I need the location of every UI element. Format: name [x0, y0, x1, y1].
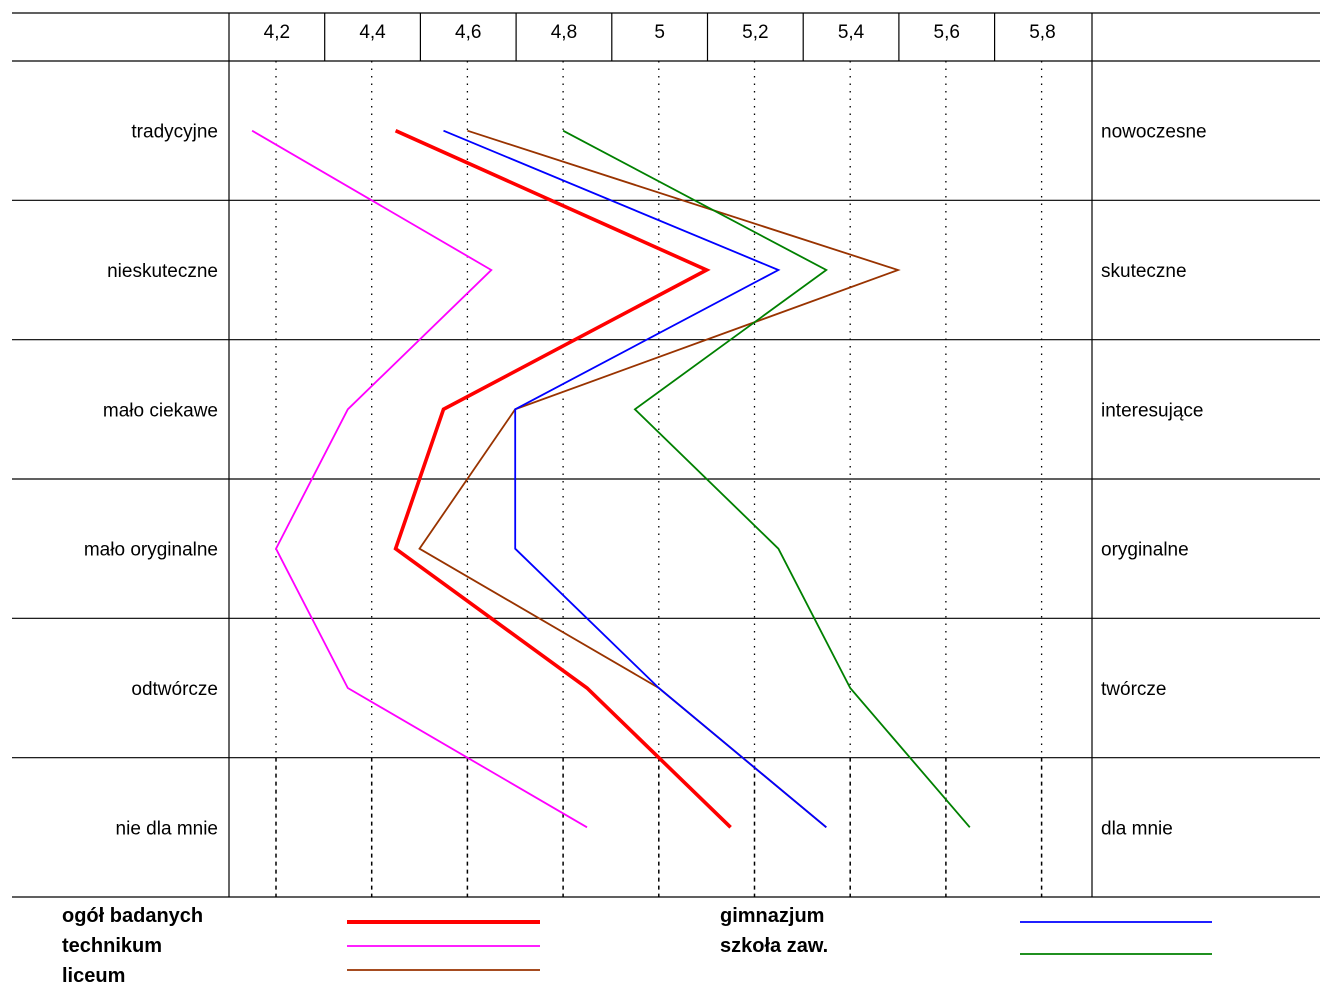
- row-label-left: mało oryginalne: [84, 540, 218, 561]
- legend-label: gimnazjum: [720, 905, 824, 927]
- x-tick-label: 4,4: [359, 22, 386, 43]
- legend-label: liceum: [62, 965, 125, 985]
- table-grid: [12, 12, 1320, 898]
- row-label-left: odtwórcze: [131, 679, 218, 700]
- row-label-left: nieskuteczne: [107, 261, 218, 282]
- legend-label: ogół badanych: [62, 905, 203, 927]
- row-label-right: interesujące: [1101, 400, 1203, 421]
- series-line-szko-a-zaw-: [562, 129, 971, 828]
- row-label-left: nie dla mnie: [116, 818, 218, 839]
- row-labels: tradycyjne nowoczesne nieskuteczne skuteczn…: [84, 122, 1207, 840]
- series-line-gimnazjum: [443, 129, 827, 828]
- row-label-right: dla mnie: [1101, 818, 1173, 839]
- legend-label: technikum: [62, 935, 162, 957]
- row-label-left: tradycyjne: [131, 122, 218, 143]
- series-line-technikum: [251, 129, 588, 829]
- x-tick-labels: 4,2 4,4 4,6 4,8 5 5,2 5,4 5,6 5,8: [264, 22, 1056, 43]
- x-tick-label: 4,8: [551, 22, 577, 43]
- row-label-right: nowoczesne: [1101, 122, 1207, 143]
- x-tick-label: 5,2: [742, 22, 768, 43]
- series-line-og-badanych: [393, 129, 732, 829]
- row-label-right: oryginalne: [1101, 540, 1189, 561]
- x-tick-label: 5,4: [838, 22, 865, 43]
- row-label-left: mało ciekawe: [103, 400, 218, 421]
- row-label-right: twórcze: [1101, 679, 1166, 700]
- legend: ogół badanych technikum liceum gimnazjum szk…: [62, 905, 1212, 985]
- x-tick-label: 5,6: [934, 22, 960, 43]
- x-tick-label: 5,8: [1029, 22, 1055, 43]
- row-label-right: skuteczne: [1101, 261, 1187, 282]
- legend-label: szkoła zaw.: [720, 935, 828, 957]
- x-tick-label: 4,2: [264, 22, 290, 43]
- x-tick-label: 4,6: [455, 22, 481, 43]
- data-series: [251, 129, 971, 829]
- x-tick-label: 5: [654, 22, 665, 43]
